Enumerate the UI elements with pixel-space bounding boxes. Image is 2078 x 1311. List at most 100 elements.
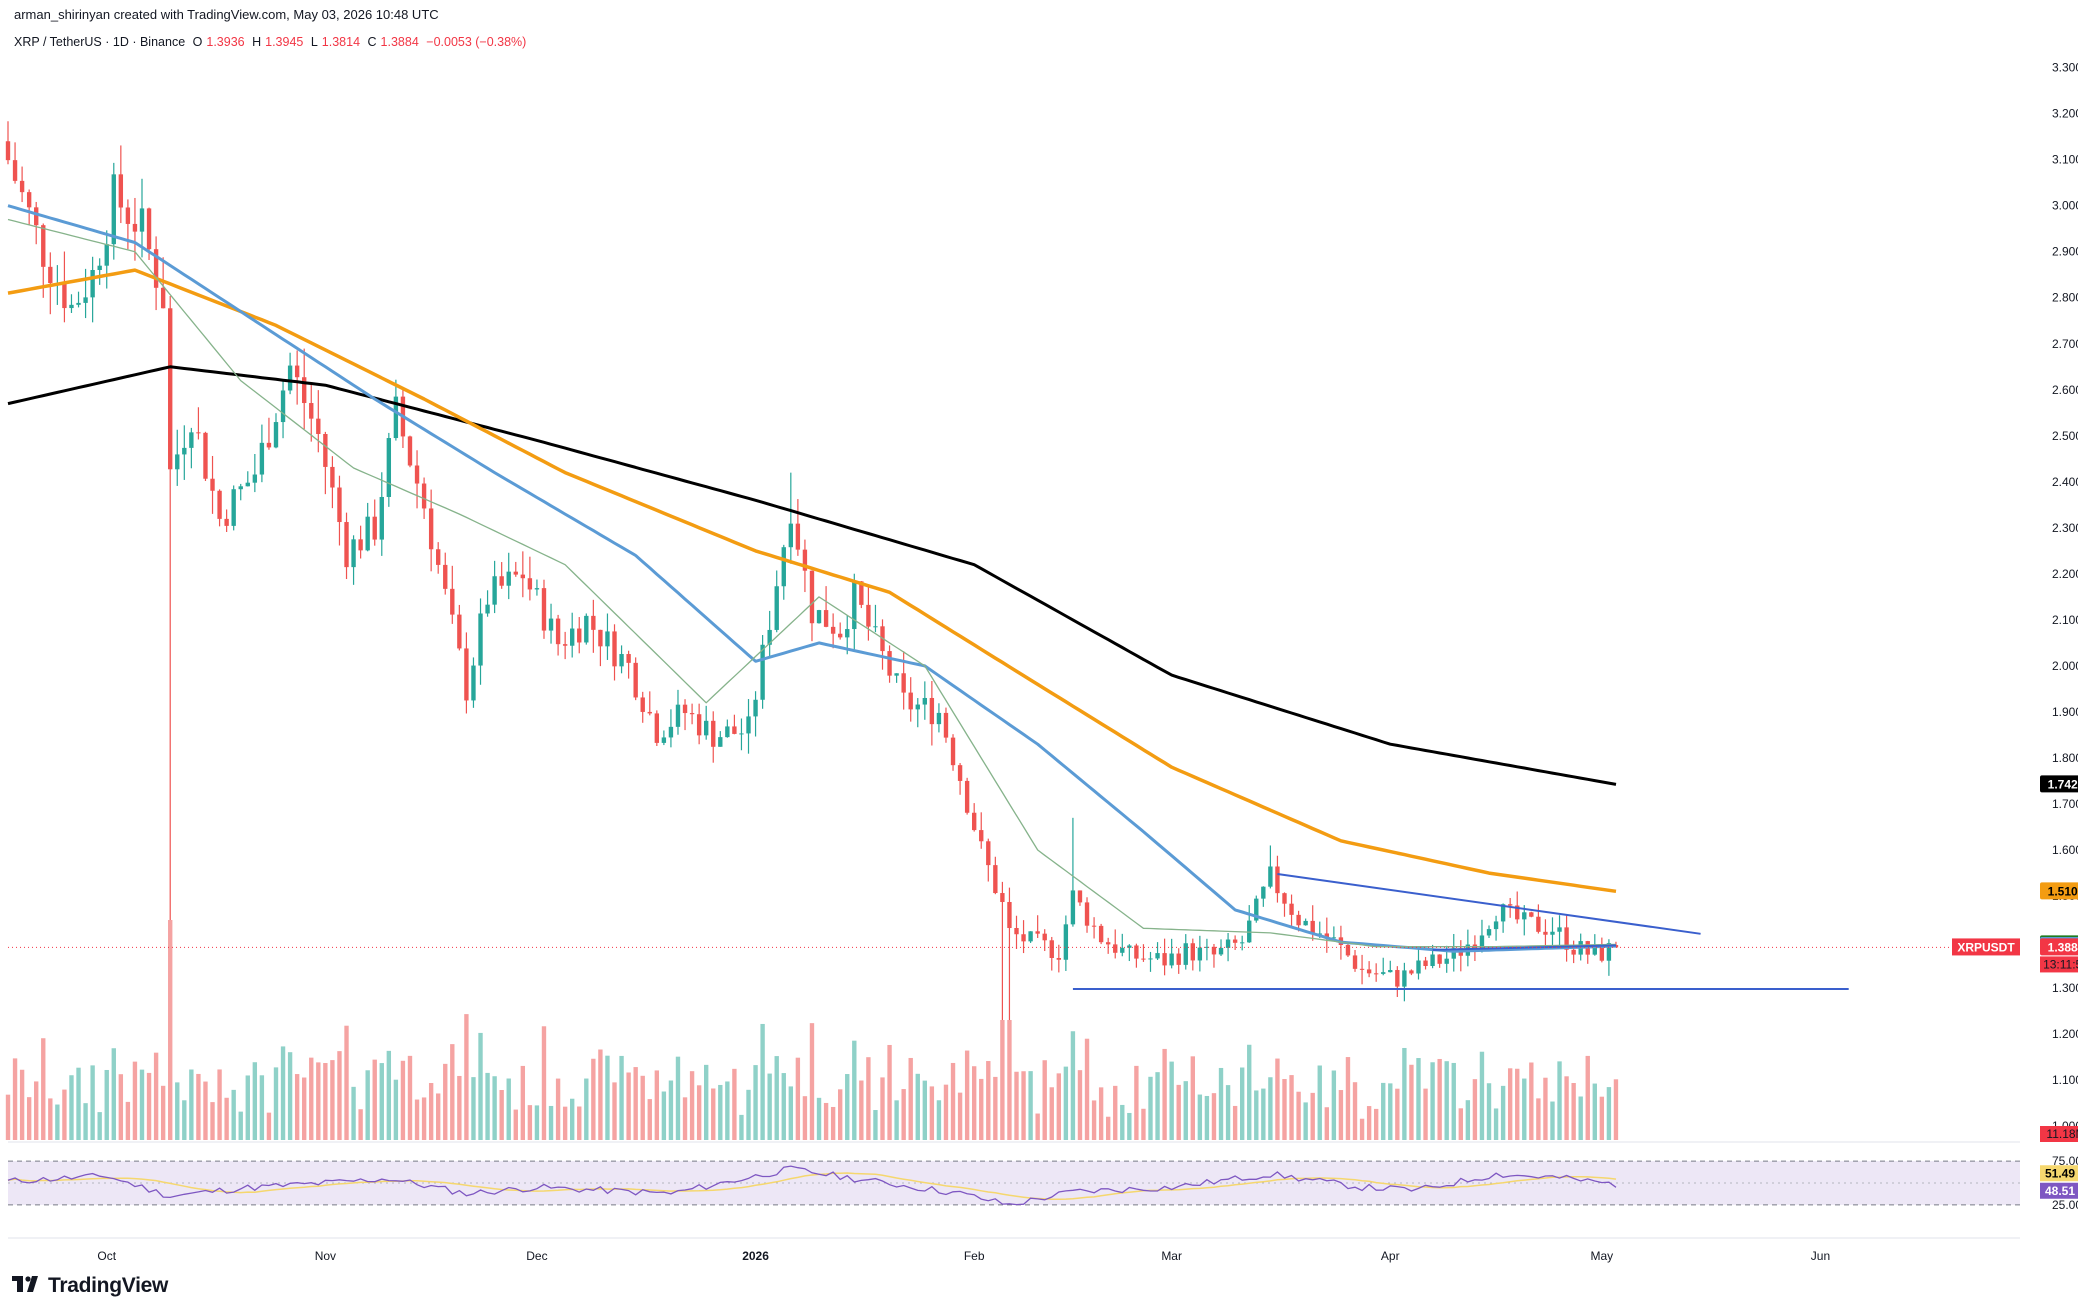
- volume-bar: [662, 1092, 666, 1140]
- volume-bar: [76, 1068, 80, 1140]
- volume-bar: [549, 1106, 553, 1140]
- candle-body: [76, 303, 80, 305]
- candle-body: [1240, 942, 1244, 943]
- volume-bar: [1494, 1108, 1498, 1140]
- candle-body: [1353, 955, 1357, 968]
- volume-bar: [499, 1090, 503, 1140]
- volume-bar: [1099, 1087, 1103, 1140]
- candle-body: [380, 497, 384, 540]
- volume-bar: [937, 1100, 941, 1140]
- volume-bar: [1466, 1100, 1470, 1140]
- candle-body: [323, 434, 327, 467]
- volume-bar: [471, 1077, 475, 1140]
- volume-bar: [711, 1088, 715, 1140]
- volume-bar: [901, 1089, 905, 1140]
- candle-body: [626, 654, 630, 663]
- candle-body: [499, 576, 503, 585]
- candle-body: [13, 160, 17, 181]
- candle-body: [1035, 931, 1039, 933]
- candle-body: [648, 712, 652, 713]
- volume-bar: [612, 1082, 616, 1140]
- volume-bar: [591, 1059, 595, 1140]
- volume-bar: [1014, 1072, 1018, 1140]
- volume-bar: [676, 1057, 680, 1140]
- volume-bar: [394, 1080, 398, 1140]
- volume-bar: [1557, 1061, 1561, 1140]
- candle-body: [796, 524, 800, 550]
- volume-group: [6, 920, 1618, 1140]
- candle-body: [1346, 945, 1350, 955]
- candle-body: [1445, 959, 1449, 964]
- volume-bar: [852, 1041, 856, 1140]
- candle-body: [556, 619, 560, 645]
- candle-body: [563, 644, 567, 646]
- candle-body: [288, 366, 292, 391]
- price-axis-tick: 1.6000: [2052, 843, 2078, 857]
- candle-body: [676, 705, 680, 727]
- candle-body: [718, 737, 722, 747]
- candle-body: [1141, 959, 1145, 960]
- candle-body: [1268, 866, 1272, 886]
- candle-body: [1543, 932, 1547, 935]
- candle-body: [1303, 921, 1307, 925]
- volume-bar: [210, 1102, 214, 1140]
- candle-body: [1007, 902, 1011, 928]
- candle-body: [901, 673, 905, 692]
- price-axis-tick: 3.1000: [2052, 153, 2078, 167]
- volume-bar: [309, 1058, 313, 1140]
- volume-bar: [189, 1070, 193, 1140]
- tradingview-brand[interactable]: TradingView: [12, 1274, 168, 1298]
- volume-bar: [1050, 1087, 1054, 1140]
- volume-bar: [718, 1085, 722, 1140]
- candle-body: [732, 726, 736, 733]
- candle-body: [196, 432, 200, 433]
- candle-body: [507, 572, 511, 586]
- candle-body: [62, 283, 66, 308]
- candle-body: [887, 651, 891, 676]
- candle-body: [373, 517, 377, 540]
- candle-body: [168, 308, 172, 469]
- volume-bar: [514, 1110, 518, 1140]
- volume-bar: [1325, 1107, 1329, 1140]
- candle-body: [1043, 934, 1047, 941]
- candle-body: [1106, 942, 1110, 944]
- price-axis-tick: 2.0000: [2052, 659, 2078, 673]
- price-axis-tick: 1.3000: [2052, 981, 2078, 995]
- candle-body: [1184, 943, 1188, 965]
- volume-bar: [1169, 1062, 1173, 1140]
- candle-body: [838, 634, 842, 638]
- candle-body: [528, 578, 532, 589]
- candle-body: [27, 192, 31, 207]
- volume-bar: [542, 1026, 546, 1140]
- volume-bar: [746, 1090, 750, 1140]
- candle-body: [1536, 917, 1540, 932]
- volume-bar: [281, 1046, 285, 1140]
- volume-bar: [1162, 1049, 1166, 1140]
- volume-bar: [916, 1074, 920, 1140]
- candle-body: [1367, 969, 1371, 973]
- candle-body: [436, 549, 440, 565]
- volume-bar: [1480, 1052, 1484, 1140]
- volume-bar: [1275, 1059, 1279, 1140]
- volume-bar: [1127, 1113, 1131, 1140]
- candle-body: [598, 630, 602, 646]
- candle-body: [457, 615, 461, 649]
- volume-bar: [246, 1075, 250, 1140]
- candle-body: [577, 629, 581, 643]
- volume-bar: [986, 1061, 990, 1140]
- candle-body: [175, 454, 179, 469]
- candle-body: [1226, 940, 1230, 948]
- price-axis-tick: 2.4000: [2052, 475, 2078, 489]
- candle-body: [478, 613, 482, 665]
- volume-bar: [979, 1079, 983, 1140]
- volume-bar: [224, 1098, 228, 1140]
- candle-body: [119, 174, 123, 207]
- candle-body: [1064, 924, 1068, 959]
- volume-bar: [1028, 1071, 1032, 1140]
- candle-body: [210, 479, 214, 491]
- candle-body: [1057, 958, 1061, 960]
- volume-bar: [478, 1033, 482, 1140]
- price-axis-tick: 2.1000: [2052, 613, 2078, 627]
- volume-bar: [1226, 1085, 1230, 1140]
